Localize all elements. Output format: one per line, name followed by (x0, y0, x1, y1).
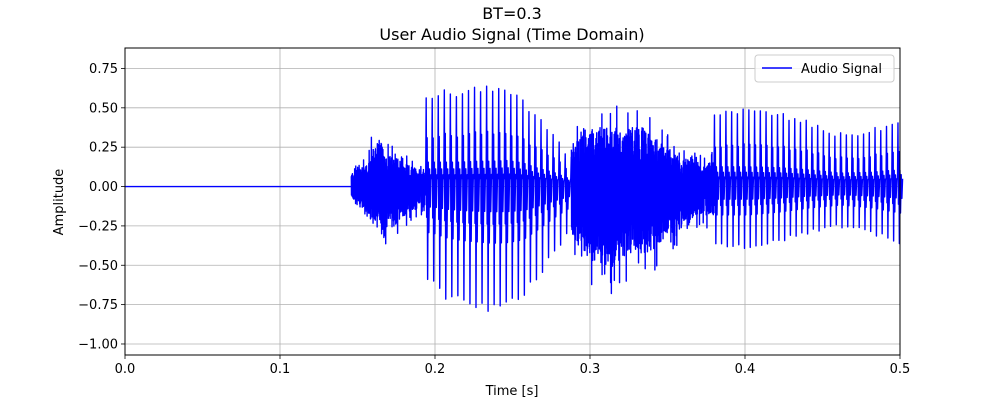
y-tick-label: 0.50 (89, 101, 118, 116)
y-axis-ticks: −1.00 −0.75 −0.50 −0.25 0.00 0.25 0.50 0.75 (78, 62, 125, 352)
audio-signal-segment (570, 105, 715, 295)
x-tick-label: 0.2 (425, 362, 446, 377)
audio-signal-segment (425, 85, 577, 312)
plot-frame (124, 47, 901, 356)
x-axis-ticks: 0.0 0.1 0.2 0.3 0.4 0.5 (115, 355, 911, 377)
x-axis-label: Time [s] (485, 384, 539, 399)
x-tick-label: 0.0 (115, 362, 136, 377)
legend-label: Audio Signal (801, 62, 882, 77)
y-tick-label: −0.25 (78, 219, 118, 234)
x-tick-label: 0.4 (735, 362, 756, 377)
audio-signal-segment (713, 108, 904, 250)
y-tick-label: −0.75 (78, 298, 118, 313)
x-tick-label: 0.1 (270, 362, 291, 377)
legend: Audio Signal (754, 54, 895, 83)
y-tick-label: 0.00 (89, 180, 118, 195)
audio-signal-segment (350, 136, 427, 245)
legend-box (754, 54, 895, 83)
x-tick-label: 0.5 (890, 362, 911, 377)
signal-plot-area (125, 85, 904, 312)
y-tick-label: −1.00 (78, 337, 118, 352)
x-tick-label: 0.3 (580, 362, 601, 377)
y-tick-label: 0.75 (89, 62, 118, 77)
y-axis-label: Amplitude (52, 169, 67, 236)
y-tick-label: 0.25 (89, 141, 118, 156)
chart-subtitle: User Audio Signal (Time Domain) (379, 25, 644, 44)
y-tick-label: −0.50 (78, 259, 118, 274)
chart-title: BT=0.3 (482, 4, 542, 23)
